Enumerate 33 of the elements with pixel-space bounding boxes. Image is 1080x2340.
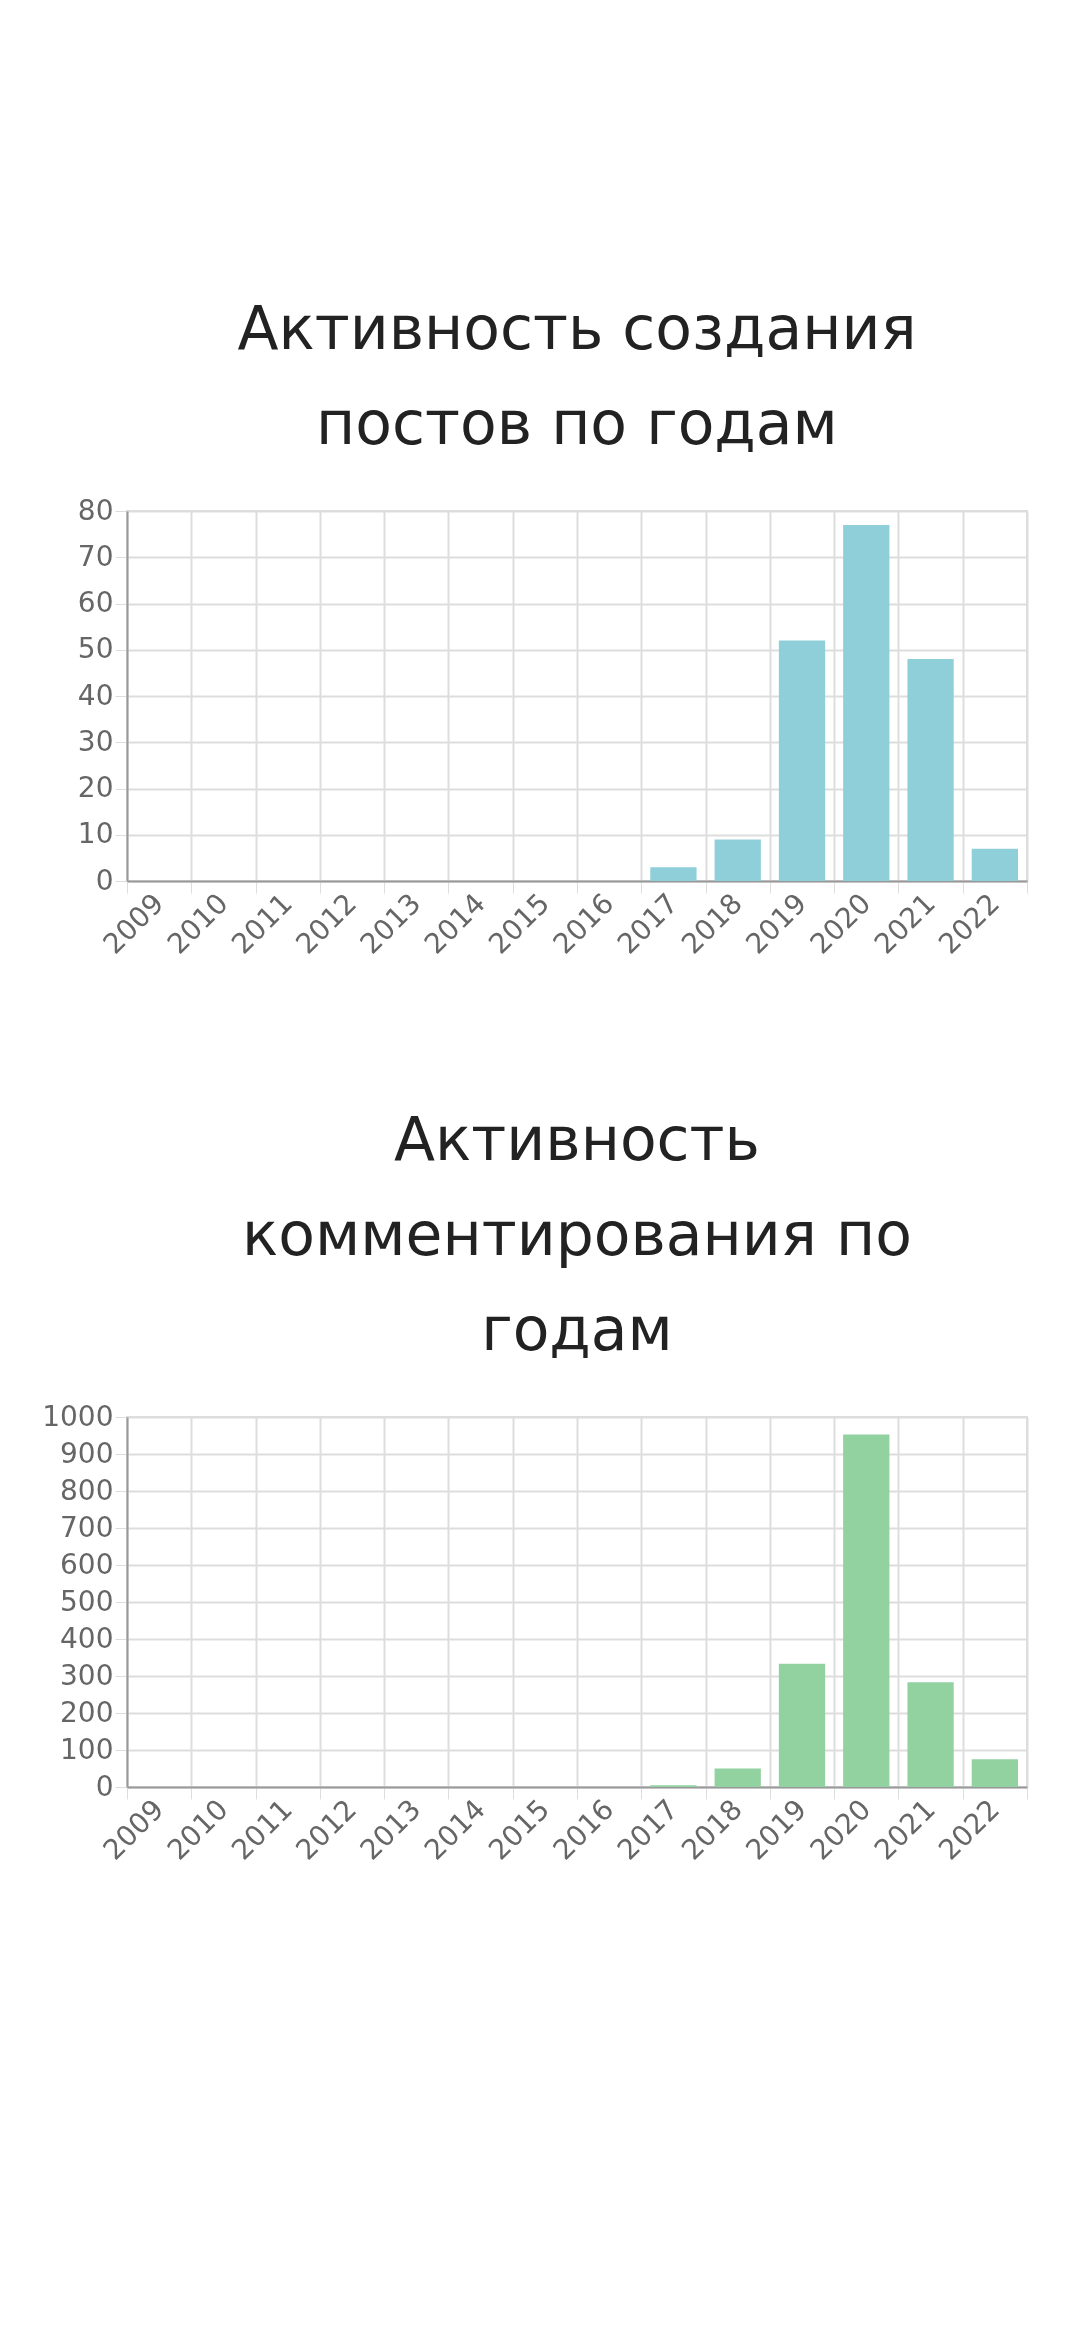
y-tick-label: 40 bbox=[77, 678, 114, 712]
chart-title: Активность комментирования по годам bbox=[242, 1104, 912, 1364]
y-tick-label: 400 bbox=[60, 1621, 114, 1655]
y-tick-label: 0 bbox=[95, 1769, 114, 1803]
y-tick-label: 500 bbox=[60, 1584, 114, 1618]
bar bbox=[971, 1759, 1018, 1787]
bar bbox=[907, 659, 954, 881]
bar bbox=[650, 867, 697, 881]
chart-title: Активность создания постов по годам bbox=[237, 293, 917, 458]
y-tick-label: 200 bbox=[60, 1695, 114, 1729]
y-tick-label: 700 bbox=[60, 1510, 114, 1544]
y-tick-label: 300 bbox=[60, 1658, 114, 1692]
y-tick-label: 10 bbox=[77, 817, 114, 851]
y-tick-label: 0 bbox=[95, 863, 114, 897]
bar bbox=[907, 1682, 954, 1787]
y-tick-label: 800 bbox=[60, 1473, 114, 1507]
y-tick-label: 20 bbox=[77, 771, 114, 804]
bar bbox=[778, 1663, 826, 1787]
bar bbox=[971, 848, 1018, 881]
y-tick-label: 900 bbox=[60, 1436, 114, 1470]
y-tick-label: 30 bbox=[77, 724, 114, 758]
y-tick-label: 80 bbox=[77, 493, 114, 527]
bar bbox=[843, 1434, 890, 1787]
y-tick-label: 60 bbox=[77, 586, 114, 619]
bar bbox=[714, 839, 761, 881]
y-tick-label: 1000 bbox=[42, 1399, 114, 1433]
y-tick-label: 100 bbox=[60, 1732, 114, 1766]
bar bbox=[843, 524, 890, 881]
y-tick-label: 600 bbox=[60, 1547, 114, 1581]
y-tick-label: 70 bbox=[77, 539, 114, 573]
y-tick-label: 50 bbox=[77, 632, 114, 666]
bar bbox=[714, 1768, 761, 1787]
bar bbox=[778, 640, 826, 881]
